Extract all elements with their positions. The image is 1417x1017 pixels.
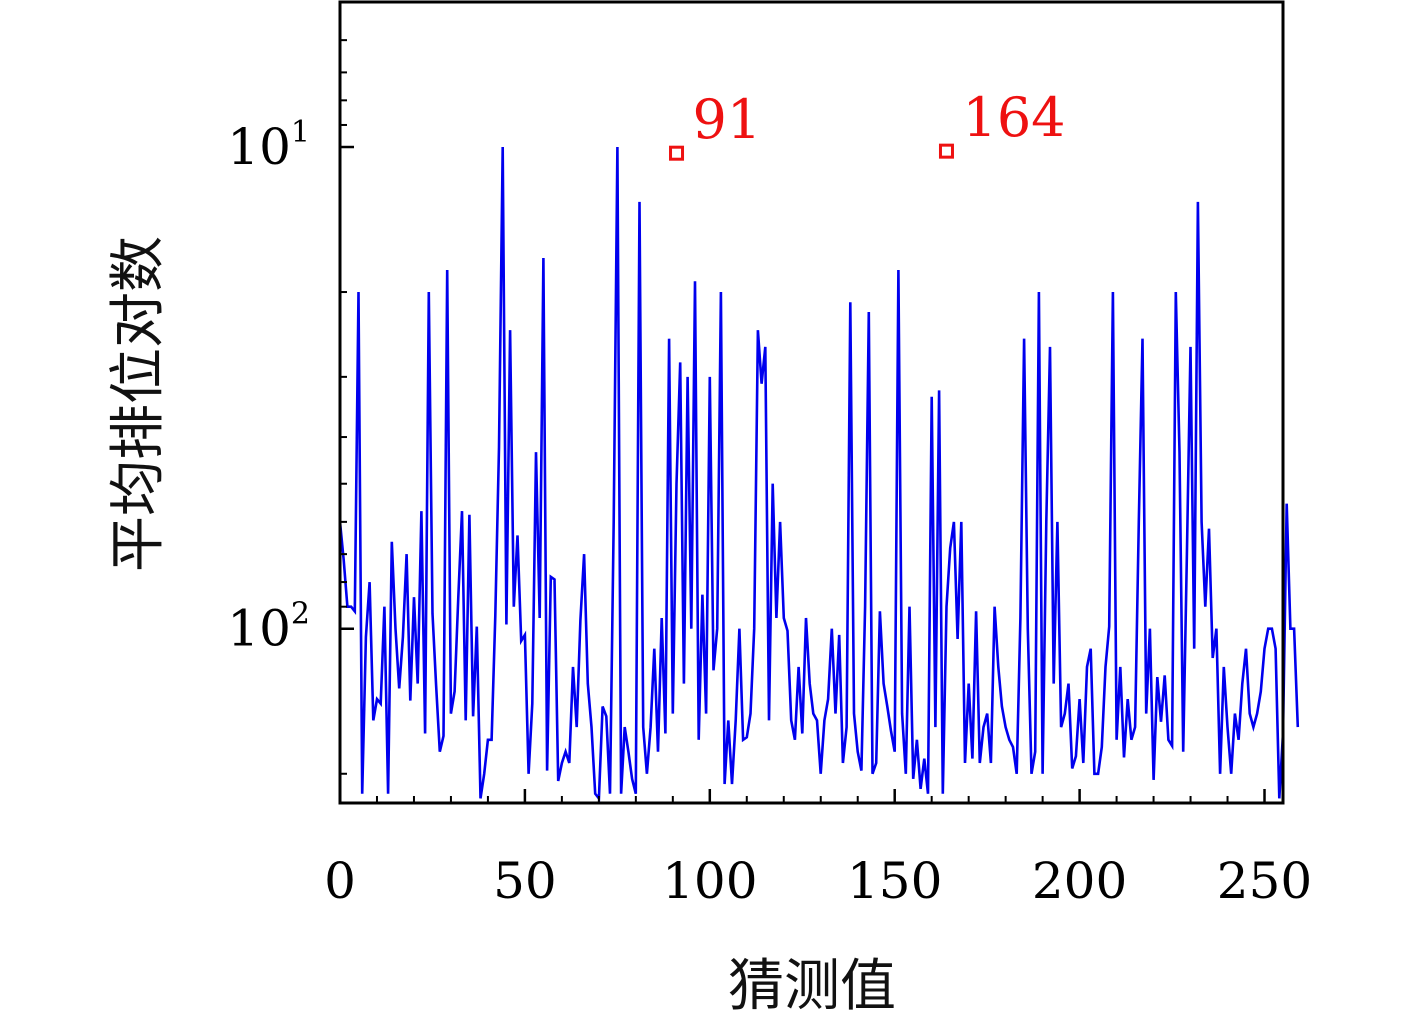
peak-label: 164 [962, 86, 1065, 149]
axes: 0 50 100 150 200 250 101 102 [227, 0, 1312, 910]
x-tick-label: 200 [1032, 852, 1127, 910]
x-tick-label: 250 [1217, 852, 1312, 910]
x-tick-label: 0 [324, 852, 356, 910]
x-tick-label: 150 [847, 852, 942, 910]
peak-marker [938, 143, 954, 159]
x-tick-label: 100 [662, 852, 757, 910]
y-tick-label: 102 [227, 597, 310, 658]
x-axis-title: 猜测值 [728, 954, 896, 1017]
series-line [338, 146, 1300, 802]
peak-marker [669, 145, 685, 161]
y-tick-label: 101 [227, 115, 310, 176]
plot-frame [338, 0, 1285, 805]
series-layer [338, 146, 1300, 802]
y-axis-title: 平均排位对数 [106, 236, 171, 572]
x-tick-label: 50 [493, 852, 557, 910]
annotation-layer: 91 164 [669, 86, 1066, 161]
peak-label: 91 [693, 88, 762, 151]
